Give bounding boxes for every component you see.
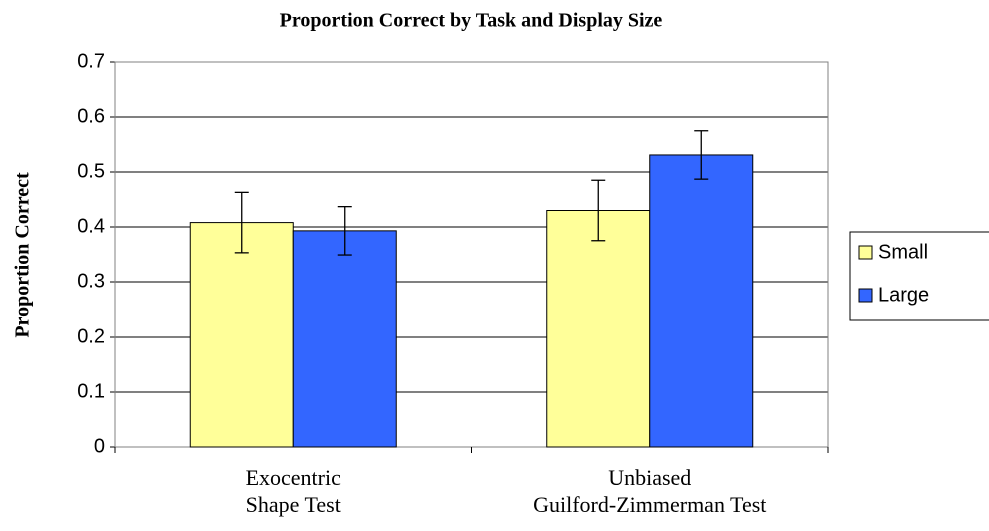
chart-title: Proportion Correct by Task and Display S… <box>280 10 663 32</box>
x-tick-label: Unbiased Guilford-Zimmerman Test <box>533 465 766 517</box>
x-tick-label-line: Exocentric <box>246 465 342 490</box>
y-axis-label: Proportion Correct <box>12 172 34 338</box>
y-tick-label: 0.3 <box>77 270 105 292</box>
legend-box <box>849 231 989 321</box>
y-tick-label: 0.6 <box>77 105 105 127</box>
x-tick-label: Exocentric Shape Test <box>246 465 342 517</box>
legend-label: Small <box>878 241 928 263</box>
y-tick-label: 0.1 <box>77 380 105 402</box>
y-tick-label: 0.7 <box>77 50 105 72</box>
legend-swatch <box>858 288 873 303</box>
error-bar <box>591 179 606 242</box>
bar <box>292 230 397 448</box>
x-tick-label-line: Guilford-Zimmerman Test <box>533 492 766 517</box>
error-bar <box>694 130 709 180</box>
y-tick-label: 0.5 <box>77 160 105 182</box>
y-tick-label: 0.2 <box>77 325 105 347</box>
legend-label: Large <box>878 284 929 306</box>
y-tick-label: 0.4 <box>77 215 105 237</box>
y-tick-label: 0 <box>94 435 105 457</box>
error-bar <box>337 205 352 256</box>
x-tick-label-line: Unbiased <box>608 465 691 490</box>
bar <box>649 154 754 448</box>
x-tick-label-line: Shape Test <box>246 492 341 517</box>
bar <box>189 222 294 448</box>
error-bar <box>234 191 249 254</box>
bar <box>546 210 651 448</box>
legend-swatch <box>858 245 873 260</box>
